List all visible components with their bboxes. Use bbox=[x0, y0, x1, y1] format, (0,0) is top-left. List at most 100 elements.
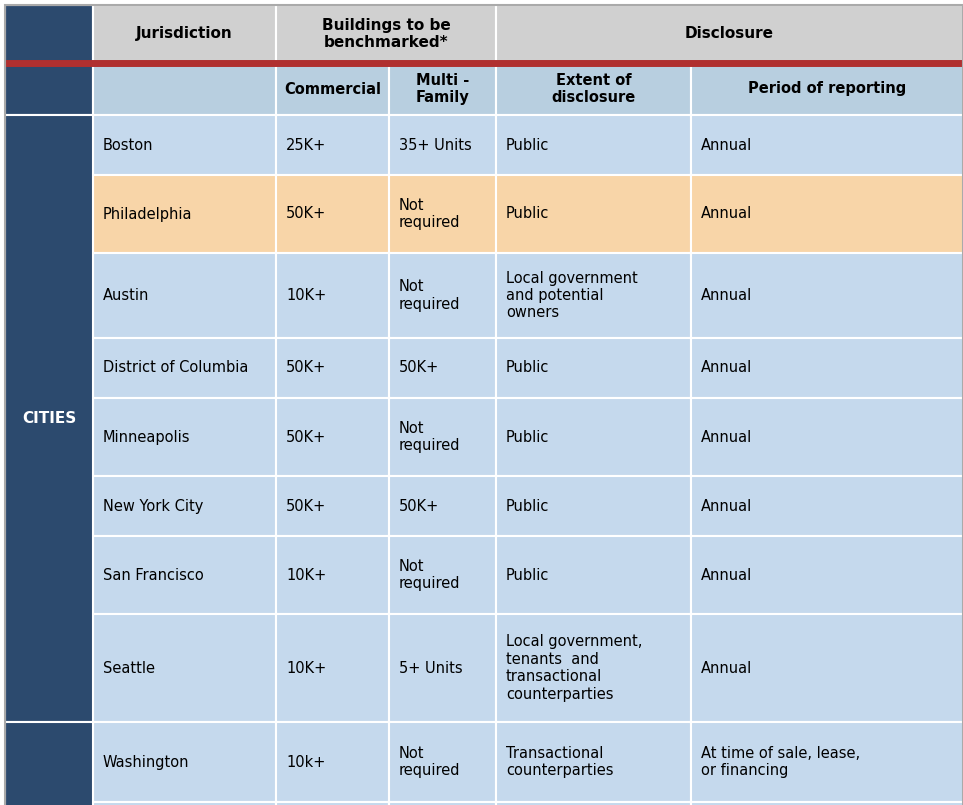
Bar bbox=[496, 802, 691, 805]
Text: Annual: Annual bbox=[701, 207, 752, 221]
Bar bbox=[93, 722, 276, 802]
Bar bbox=[691, 802, 963, 805]
Bar bbox=[389, 115, 496, 175]
Bar bbox=[691, 536, 963, 614]
Bar bbox=[93, 398, 276, 476]
Bar bbox=[276, 536, 389, 614]
Bar bbox=[93, 63, 276, 115]
Bar bbox=[5, 722, 93, 805]
Text: Boston: Boston bbox=[103, 138, 153, 152]
Bar bbox=[496, 175, 691, 253]
Text: Local government,
tenants  and
transactional
counterparties: Local government, tenants and transactio… bbox=[506, 634, 642, 702]
Bar bbox=[276, 5, 496, 63]
Bar bbox=[691, 614, 963, 722]
Bar bbox=[496, 476, 691, 536]
Text: Multi -
Family: Multi - Family bbox=[416, 72, 469, 105]
Text: Annual: Annual bbox=[701, 288, 752, 303]
Bar bbox=[496, 398, 691, 476]
Bar bbox=[276, 175, 389, 253]
Text: Not
required: Not required bbox=[399, 279, 460, 312]
Text: District of Columbia: District of Columbia bbox=[103, 361, 248, 375]
Bar bbox=[496, 338, 691, 398]
Bar bbox=[389, 175, 496, 253]
Text: Buildings to be
benchmarked*: Buildings to be benchmarked* bbox=[322, 18, 451, 50]
Text: 10K+: 10K+ bbox=[286, 568, 326, 583]
Bar bbox=[496, 63, 691, 115]
Text: Commercial: Commercial bbox=[284, 81, 381, 97]
Bar bbox=[93, 802, 276, 805]
Text: Public: Public bbox=[506, 430, 549, 444]
Bar bbox=[276, 476, 389, 536]
Bar bbox=[276, 722, 389, 802]
Bar bbox=[691, 398, 963, 476]
Bar bbox=[276, 63, 389, 115]
Text: Annual: Annual bbox=[701, 660, 752, 675]
Text: Annual: Annual bbox=[701, 361, 752, 375]
Text: 50K+: 50K+ bbox=[399, 361, 439, 375]
Bar bbox=[93, 614, 276, 722]
Bar bbox=[691, 175, 963, 253]
Text: 50K+: 50K+ bbox=[286, 498, 326, 514]
Bar bbox=[276, 614, 389, 722]
Bar bbox=[496, 115, 691, 175]
Text: CITIES: CITIES bbox=[22, 411, 76, 426]
Bar bbox=[93, 338, 276, 398]
Text: Seattle: Seattle bbox=[103, 660, 155, 675]
Text: Jurisdiction: Jurisdiction bbox=[136, 27, 233, 42]
Bar bbox=[496, 253, 691, 338]
Bar bbox=[691, 722, 963, 802]
Text: Public: Public bbox=[506, 568, 549, 583]
Text: Public: Public bbox=[506, 207, 549, 221]
Text: 50K+: 50K+ bbox=[399, 498, 439, 514]
Bar bbox=[93, 536, 276, 614]
Text: Philadelphia: Philadelphia bbox=[103, 207, 193, 221]
Text: Annual: Annual bbox=[701, 430, 752, 444]
Text: San Francisco: San Francisco bbox=[103, 568, 204, 583]
Text: 50K+: 50K+ bbox=[286, 430, 326, 444]
Bar bbox=[5, 63, 93, 115]
Text: 50K+: 50K+ bbox=[286, 361, 326, 375]
Text: 35+ Units: 35+ Units bbox=[399, 138, 472, 152]
Text: Minneapolis: Minneapolis bbox=[103, 430, 191, 444]
Text: Public: Public bbox=[506, 138, 549, 152]
Bar bbox=[389, 722, 496, 802]
Bar bbox=[389, 476, 496, 536]
Text: Extent of
disclosure: Extent of disclosure bbox=[552, 72, 636, 105]
Bar bbox=[691, 115, 963, 175]
Bar bbox=[276, 115, 389, 175]
Bar bbox=[276, 253, 389, 338]
Text: Disclosure: Disclosure bbox=[685, 27, 774, 42]
Bar bbox=[93, 175, 276, 253]
Bar bbox=[276, 802, 389, 805]
Bar bbox=[389, 253, 496, 338]
Text: 10K+: 10K+ bbox=[286, 660, 326, 675]
Bar bbox=[691, 253, 963, 338]
Bar bbox=[496, 722, 691, 802]
Text: Annual: Annual bbox=[701, 498, 752, 514]
Bar bbox=[276, 398, 389, 476]
Bar bbox=[496, 614, 691, 722]
Text: Public: Public bbox=[506, 361, 549, 375]
Bar bbox=[691, 338, 963, 398]
Text: Not
required: Not required bbox=[399, 421, 460, 453]
Bar bbox=[691, 63, 963, 115]
Bar bbox=[496, 5, 963, 63]
Text: Not
required: Not required bbox=[399, 198, 460, 230]
Bar bbox=[93, 253, 276, 338]
Bar bbox=[691, 476, 963, 536]
Bar bbox=[389, 63, 496, 115]
Bar bbox=[389, 536, 496, 614]
Bar bbox=[93, 476, 276, 536]
Text: Annual: Annual bbox=[701, 568, 752, 583]
Bar bbox=[276, 338, 389, 398]
Text: Transactional
counterparties: Transactional counterparties bbox=[506, 745, 613, 778]
Bar bbox=[496, 536, 691, 614]
Bar bbox=[389, 614, 496, 722]
Bar bbox=[93, 115, 276, 175]
Text: Austin: Austin bbox=[103, 288, 149, 303]
Text: 10K+: 10K+ bbox=[286, 288, 326, 303]
Text: Local government
and potential
owners: Local government and potential owners bbox=[506, 270, 638, 320]
Bar bbox=[389, 802, 496, 805]
Bar bbox=[5, 5, 93, 63]
Text: Period of reporting: Period of reporting bbox=[748, 81, 906, 97]
